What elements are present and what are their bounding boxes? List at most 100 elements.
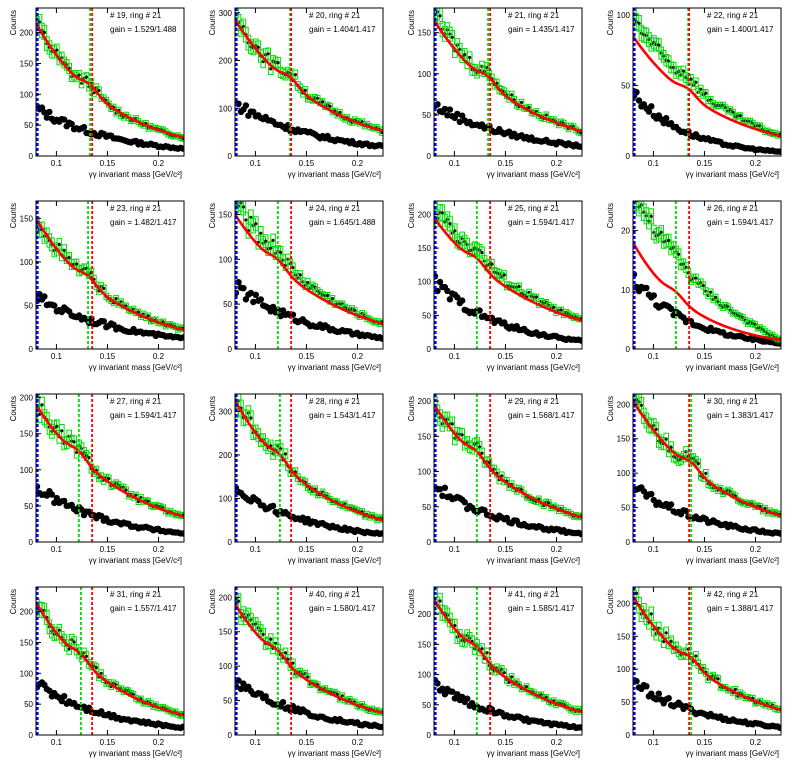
background-point: [446, 296, 454, 303]
signal-error-box: [180, 134, 184, 142]
background-point: [240, 680, 247, 687]
plot-area: [235, 8, 383, 150]
y-tick-label: 100: [219, 255, 233, 264]
signal-point: [704, 471, 708, 475]
y-tick-label: 50: [24, 700, 33, 709]
x-tick-label: 0.1: [51, 738, 63, 747]
x-axis-label: γγ invariant mass [GeV/c²]: [487, 363, 580, 372]
background-point: [650, 496, 657, 504]
fit-curve: [235, 399, 383, 522]
signal-point: [256, 45, 260, 49]
background-point: [48, 491, 56, 498]
x-tick-label: 0.2: [352, 738, 364, 747]
plot-frame: [35, 7, 185, 157]
background-point: [476, 307, 483, 314]
background-point: [454, 294, 461, 301]
background-point: [439, 685, 446, 692]
signal-point: [114, 297, 118, 301]
x-tick-label: 0.1: [250, 159, 262, 168]
signal-point: [99, 671, 103, 675]
background-point: [378, 530, 383, 537]
signal-error-box: [533, 293, 540, 301]
signal-point: [271, 238, 275, 242]
background-point: [577, 530, 582, 538]
signal-error-box: [101, 284, 107, 293]
signal-point: [485, 651, 489, 655]
background-point: [459, 297, 466, 304]
x-tick-label: 0.15: [299, 352, 315, 361]
signal-point: [266, 52, 270, 56]
x-axis-label: γγ invariant mass [GeV/c²]: [89, 170, 182, 179]
x-tick-label: 0.15: [299, 545, 315, 554]
y-tick-label: 0: [427, 345, 432, 354]
signal-point: [510, 675, 514, 679]
background-point: [454, 110, 461, 118]
x-tick-label: 0.2: [750, 545, 762, 554]
x-tick-label: 0.1: [449, 352, 461, 361]
x-axis-label: γγ invariant mass [GeV/c²]: [89, 749, 182, 758]
signal-point: [146, 499, 150, 503]
x-tick-label: 0.2: [551, 352, 563, 361]
signal-point: [306, 281, 310, 285]
background-point: [269, 502, 277, 510]
signal-point: [534, 295, 538, 299]
x-axis-label: γγ invariant mass [GeV/c²]: [89, 363, 182, 372]
signal-point: [298, 273, 302, 277]
x-tick-label: 0.1: [51, 352, 63, 361]
gain-label: gain = 1.404/1.417: [309, 25, 376, 34]
signal-point: [694, 654, 698, 658]
panel-title: # 30, ring # 21: [707, 397, 759, 406]
gain-label: gain = 1.529/1.488: [110, 25, 177, 34]
signal-point: [649, 612, 653, 616]
signal-point: [438, 14, 442, 18]
signal-point: [321, 100, 325, 104]
signal-point: [480, 647, 484, 651]
y-tick-label: 50: [24, 301, 33, 310]
background-point: [776, 530, 781, 537]
y-tick-label: 100: [219, 104, 233, 113]
signal-point: [716, 677, 720, 681]
signal-point: [57, 242, 61, 247]
gain-label: gain = 1.388/1.417: [707, 604, 774, 613]
background-point: [461, 499, 468, 506]
x-tick-label: 0.15: [100, 352, 116, 361]
y-tick-label: 200: [219, 451, 233, 460]
x-axis-label: γγ invariant mass [GeV/c²]: [686, 749, 779, 758]
y-tick-label: 0: [228, 345, 233, 354]
y-tick-label: 0: [626, 345, 631, 354]
gain-label: gain = 1.645/1.488: [309, 218, 376, 227]
signal-point: [654, 427, 658, 431]
signal-error-box: [648, 606, 655, 622]
signal-point: [664, 631, 668, 635]
plot-frame: [632, 200, 782, 350]
background-point: [643, 284, 650, 292]
signal-point: [667, 238, 671, 242]
background-point: [459, 693, 466, 701]
y-axis-label: Counts: [208, 589, 217, 614]
y-axis-label: Counts: [208, 396, 217, 421]
panel-title: # 27, ring # 21: [110, 397, 162, 406]
background-point: [179, 530, 184, 537]
panel-svg: 0.1 0.15 0.2 0 50 100 150 200 γγ invariant mass …: [606, 393, 782, 565]
background-point: [776, 148, 781, 155]
y-tick-label: 200: [20, 394, 34, 403]
calibration-panel: 0.1 0.15 0.2 0 10 20 γγ invariant mass [GeV/c²…: [597, 193, 796, 386]
signal-point: [269, 246, 273, 250]
fit-curve: [434, 19, 582, 133]
y-tick-label: 50: [621, 82, 630, 91]
y-tick-label: 200: [418, 397, 432, 406]
y-tick-label: 150: [418, 640, 432, 649]
y-tick-label: 100: [617, 11, 631, 20]
y-tick-label: 100: [20, 90, 34, 99]
calibration-panel: 0.1 0.15 0.2 0 50 100 150 200 γγ invariant mass …: [0, 0, 199, 193]
x-tick-label: 0.1: [250, 738, 262, 747]
gain-label: gain = 1.400/1.417: [707, 25, 774, 34]
signal-point: [42, 30, 47, 35]
fit-curve: [235, 213, 383, 326]
x-tick-label: 0.2: [352, 159, 364, 168]
y-axis-label: Counts: [407, 203, 416, 228]
y-tick-label: 0: [29, 152, 34, 161]
signal-point: [463, 53, 467, 57]
signal-point: [689, 77, 693, 81]
plot-area: [633, 201, 781, 347]
